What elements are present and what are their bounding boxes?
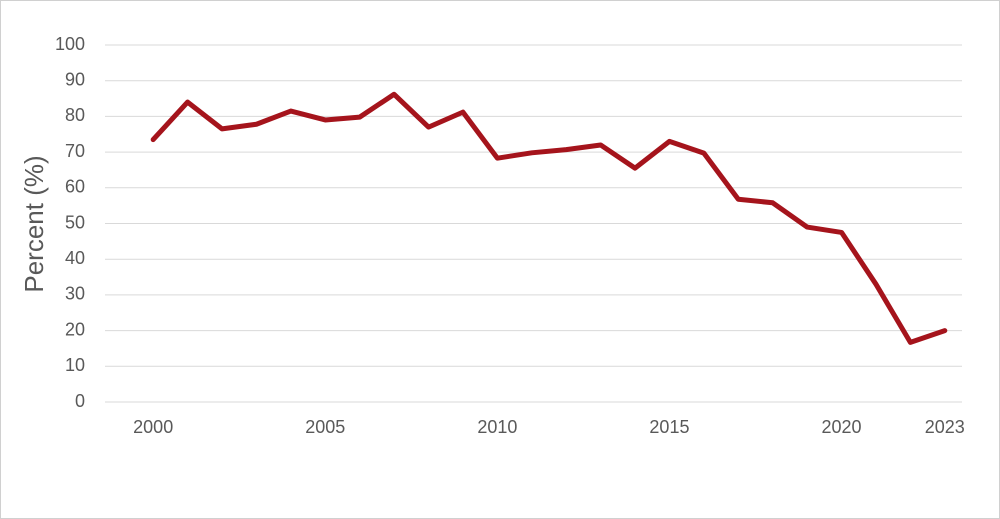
y-tick-label: 20 [65, 319, 85, 339]
y-tick-label: 70 [65, 141, 85, 161]
x-tick-label: 2000 [133, 417, 173, 437]
x-tick-label: 2023 [925, 417, 965, 437]
data-line [150, 91, 948, 345]
y-tick-label: 10 [65, 355, 85, 375]
y-axis-label: Percent (%) [19, 155, 49, 292]
y-tick-label: 30 [65, 284, 85, 304]
y-tick-label: 40 [65, 248, 85, 268]
y-tick-label: 50 [65, 212, 85, 232]
y-tick-label: 60 [65, 177, 85, 197]
y-tick-label: 0 [75, 391, 85, 411]
y-tick-label: 100 [55, 34, 85, 54]
x-tick-label: 2005 [305, 417, 345, 437]
y-tick-label: 90 [65, 69, 85, 89]
x-tick-label: 2020 [822, 417, 862, 437]
x-tick-label: 2015 [649, 417, 689, 437]
y-tick-label: 80 [65, 105, 85, 125]
x-tick-label: 2010 [477, 417, 517, 437]
